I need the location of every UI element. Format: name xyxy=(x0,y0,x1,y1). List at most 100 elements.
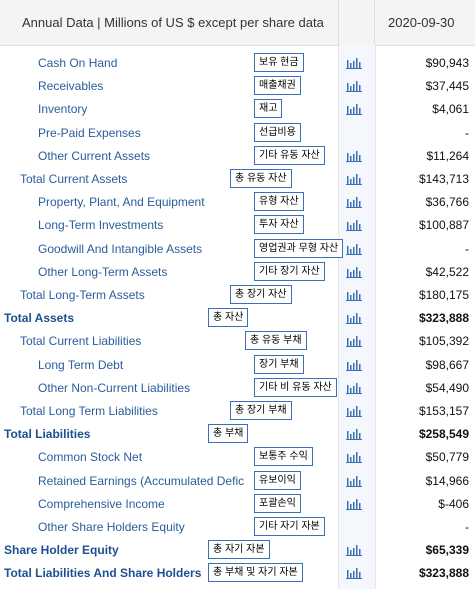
bar-chart-icon[interactable] xyxy=(346,405,362,417)
bar-chart-icon[interactable] xyxy=(346,382,362,394)
row-label[interactable]: Total Liabilities And Share Holders xyxy=(4,566,202,581)
korean-annotation: 재고 xyxy=(254,99,283,119)
row-value: $258,549 xyxy=(418,427,469,442)
korean-annotation: 총 유동 자산 xyxy=(230,169,292,188)
table-row-total-liabilities: Total Liabilities 총 부채 $258,549 xyxy=(0,423,475,446)
row-label[interactable]: Inventory xyxy=(38,102,88,117)
bar-chart-icon[interactable] xyxy=(346,498,362,510)
row-label[interactable]: Share Holder Equity xyxy=(4,543,119,558)
row-value: $90,943 xyxy=(425,56,469,70)
korean-annotation: 기타 비 유동 자산 xyxy=(254,377,337,397)
korean-annotation: 포괄손익 xyxy=(254,493,301,513)
bar-chart-icon[interactable] xyxy=(346,150,362,162)
row-value: $36,766 xyxy=(425,195,469,210)
bar-chart-icon[interactable] xyxy=(346,80,362,93)
bar-chart-icon[interactable] xyxy=(346,475,362,487)
bar-chart-icon[interactable] xyxy=(346,173,362,185)
row-label[interactable]: Other Current Assets xyxy=(38,148,151,163)
row-label[interactable]: Total Long Term Liabilities xyxy=(20,404,158,418)
bar-chart-icon[interactable] xyxy=(346,335,362,348)
korean-annotation: 기타 장기 자산 xyxy=(254,261,325,281)
row-value: $180,175 xyxy=(418,288,469,302)
row-label[interactable]: Pre-Paid Expenses xyxy=(38,125,141,140)
bar-chart-icon[interactable] xyxy=(346,289,362,301)
row-value: - xyxy=(465,125,469,140)
bar-chart-icon[interactable] xyxy=(346,266,362,278)
row-label[interactable]: Other Share Holders Equity xyxy=(38,520,185,534)
bar-chart-icon[interactable] xyxy=(346,567,362,580)
row-label[interactable]: Total Long-Term Assets xyxy=(20,288,145,302)
table-row-other-current-assets: Other Current Assets 기타 유동 자산 $11,264 xyxy=(0,145,475,168)
korean-annotation: 총 자기 자본 xyxy=(208,540,270,560)
table-header: Annual Data | Millions of US $ except pe… xyxy=(0,0,475,46)
header-divider xyxy=(374,0,375,45)
korean-annotation: 유형 자산 xyxy=(254,192,304,212)
table-row-receivables: Receivables 매출채권 $37,445 xyxy=(0,75,475,98)
korean-annotation: 유보이익 xyxy=(254,470,301,490)
table-row-comprehensive-income: Comprehensive Income 포괄손익 $-406 xyxy=(0,493,475,516)
row-value: $105,392 xyxy=(418,334,469,349)
table-row-other-non-current-liabilities: Other Non-Current Liabilities 기타 비 유동 자산 $… xyxy=(0,377,475,400)
row-label[interactable]: Comprehensive Income xyxy=(38,496,165,511)
table-row-other-share-holders-equity: Other Share Holders Equity 기타 자기 자본 - xyxy=(0,516,475,539)
row-value: - xyxy=(465,241,469,256)
bar-chart-icon[interactable] xyxy=(346,359,362,371)
table-row-cash-on-hand: Cash On Hand 보유 현금 $90,943 xyxy=(0,52,475,75)
korean-annotation: 매출채권 xyxy=(254,76,301,96)
table-row-common-stock-net: Common Stock Net 보통주 수익 $50,779 xyxy=(0,446,475,469)
row-label[interactable]: Goodwill And Intangible Assets xyxy=(38,241,203,256)
row-label[interactable]: Cash On Hand xyxy=(38,56,118,70)
korean-annotation: 보통주 수익 xyxy=(254,447,313,467)
row-label[interactable]: Other Non-Current Liabilities xyxy=(38,380,191,395)
bar-chart-icon[interactable] xyxy=(346,243,362,255)
korean-annotation: 영업권과 무형 자산 xyxy=(254,238,344,258)
korean-annotation: 총 자산 xyxy=(208,308,249,328)
bar-chart-icon[interactable] xyxy=(346,219,362,232)
row-label[interactable]: Retained Earnings (Accumulated Defic xyxy=(38,473,245,488)
row-value: $4,061 xyxy=(432,102,469,117)
row-value: $-406 xyxy=(438,496,469,511)
row-label[interactable]: Total Current Assets xyxy=(20,172,128,186)
row-label[interactable]: Long-Term Investments xyxy=(38,218,164,233)
row-label[interactable]: Long Term Debt xyxy=(38,357,124,372)
row-value: $42,522 xyxy=(425,264,469,279)
row-value: $323,888 xyxy=(418,311,469,326)
header-divider xyxy=(338,0,339,45)
row-value: $323,888 xyxy=(418,566,469,581)
korean-annotation: 총 장기 자산 xyxy=(230,285,292,304)
bar-chart-icon[interactable] xyxy=(346,57,362,69)
table-row-total-long-term-liabilities: Total Long Term Liabilities 총 장기 부채 $153,1… xyxy=(0,400,475,423)
korean-annotation: 총 장기 부채 xyxy=(230,401,292,420)
table-row-total-current-liabilities: Total Current Liabilities 총 유동 부채 $105,392 xyxy=(0,330,475,353)
bar-chart-icon[interactable] xyxy=(346,312,362,325)
row-label[interactable]: Property, Plant, And Equipment xyxy=(38,195,205,210)
row-label[interactable]: Common Stock Net xyxy=(38,450,143,465)
row-value: $50,779 xyxy=(425,450,469,465)
bar-chart-icon[interactable] xyxy=(346,196,362,209)
table-row-share-holder-equity: Share Holder Equity 총 자기 자본 $65,339 xyxy=(0,539,475,562)
table-row-pre-paid-expenses: Pre-Paid Expenses 선급비용 - xyxy=(0,122,475,145)
bar-chart-icon[interactable] xyxy=(346,103,362,116)
table-row-total-assets: Total Assets 총 자산 $323,888 xyxy=(0,307,475,330)
table-row-retained-earnings-accumulated-defic: Retained Earnings (Accumulated Defic 유보이익… xyxy=(0,470,475,493)
row-value: - xyxy=(465,520,469,534)
row-label[interactable]: Other Long-Term Assets xyxy=(38,264,168,279)
row-label[interactable]: Receivables xyxy=(38,79,104,94)
row-label[interactable]: Total Assets xyxy=(4,311,75,326)
table-row-total-liabilities-and-share-holders: Total Liabilities And Share Holders 총 부채 … xyxy=(0,562,475,585)
korean-annotation: 총 부채 및 자기 자본 xyxy=(208,563,303,583)
korean-annotation: 총 유동 부채 xyxy=(245,331,307,351)
table-row-total-long-term-assets: Total Long-Term Assets 총 장기 자산 $180,175 xyxy=(0,284,475,307)
bar-chart-icon[interactable] xyxy=(346,451,362,464)
row-label[interactable]: Total Liabilities xyxy=(4,427,91,442)
bar-chart-icon[interactable] xyxy=(346,428,362,441)
korean-annotation: 선급비용 xyxy=(254,122,301,142)
row-value: $37,445 xyxy=(425,79,469,94)
bar-chart-icon[interactable] xyxy=(346,544,362,557)
row-label[interactable]: Total Current Liabilities xyxy=(20,334,142,349)
row-value: $11,264 xyxy=(426,148,470,163)
table-row-long-term-investments: Long-Term Investments 투자 자산 $100,887 xyxy=(0,214,475,237)
table-row-total-current-assets: Total Current Assets 총 유동 자산 $143,713 xyxy=(0,168,475,191)
row-value: $65,339 xyxy=(425,543,469,558)
table-row-goodwill-and-intangible-assets: Goodwill And Intangible Assets 영업권과 무형 자산… xyxy=(0,238,475,261)
